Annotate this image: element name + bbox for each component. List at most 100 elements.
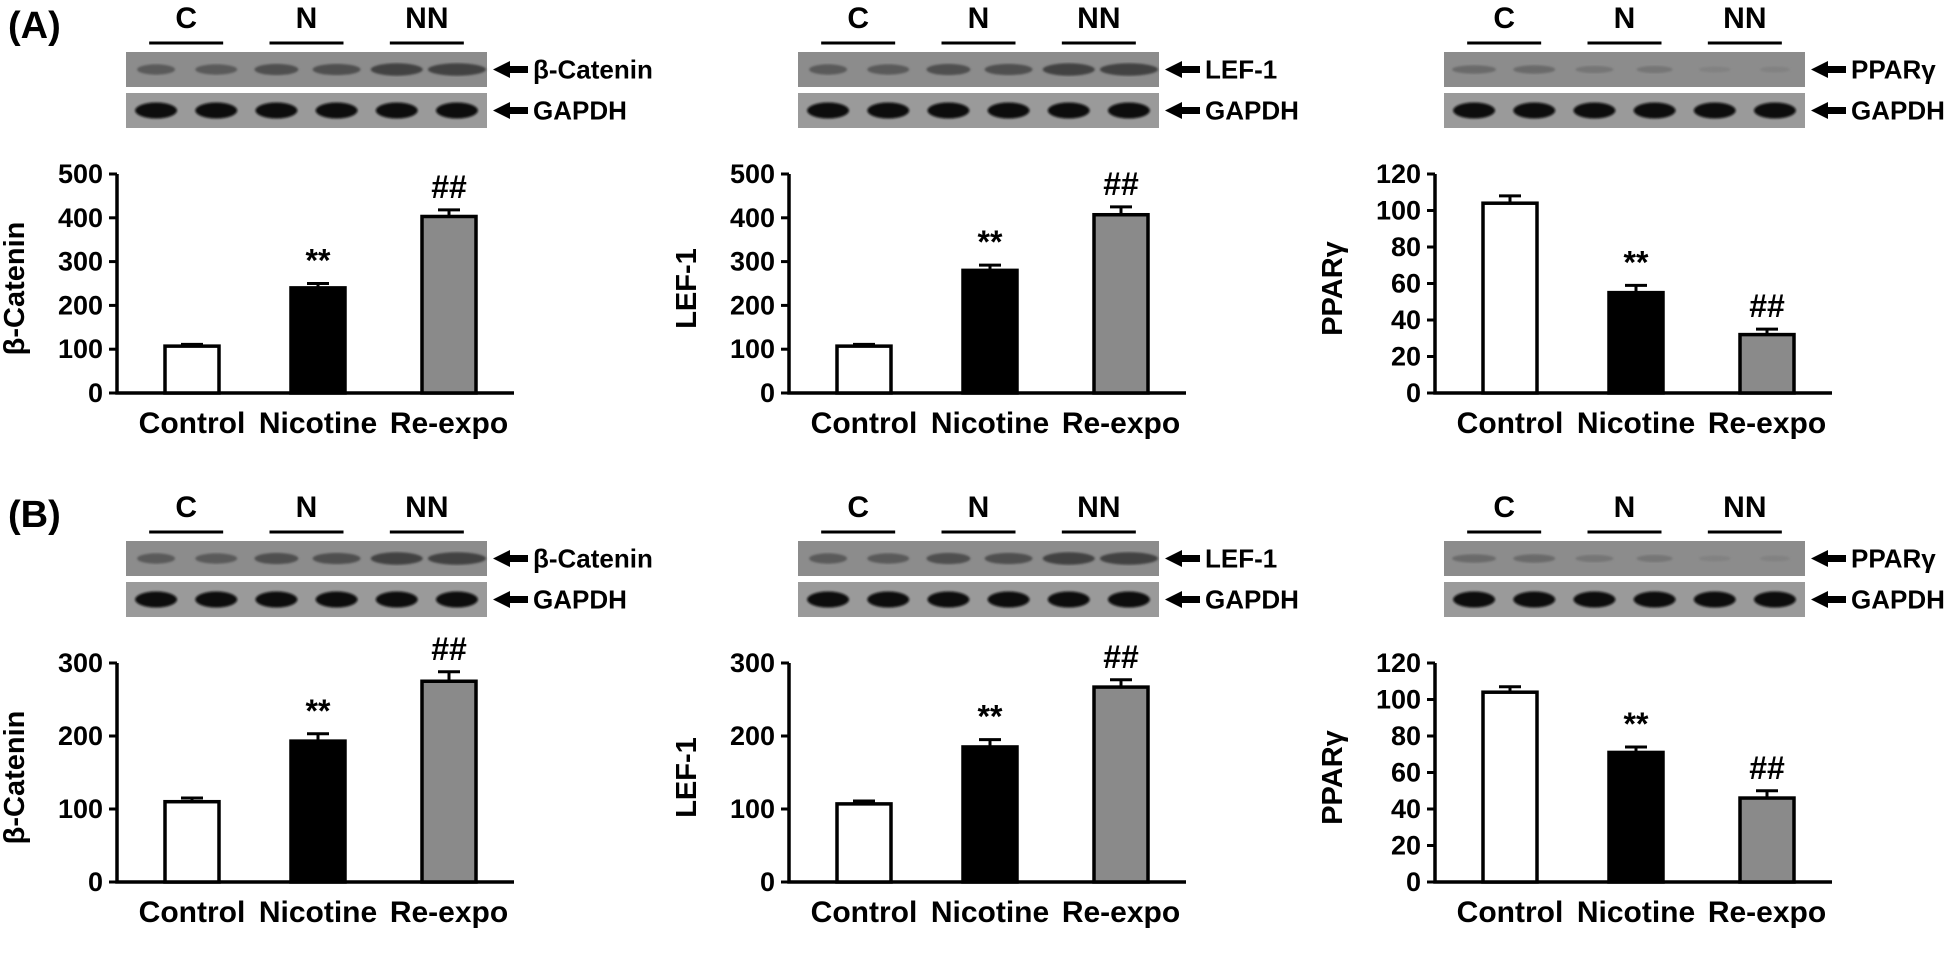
svg-text:200: 200 <box>58 721 103 751</box>
svg-text:##: ## <box>1749 288 1785 324</box>
svg-text:**: ** <box>978 699 1003 735</box>
svg-text:100: 100 <box>58 794 103 824</box>
svg-text:500: 500 <box>730 159 775 189</box>
svg-text:0: 0 <box>88 867 103 897</box>
svg-text:0: 0 <box>88 378 103 408</box>
svg-text:80: 80 <box>1391 721 1421 751</box>
svg-text:Re-expo: Re-expo <box>1708 407 1826 440</box>
svg-text:N: N <box>968 491 990 524</box>
svg-text:Re-expo: Re-expo <box>1708 896 1826 929</box>
svg-text:##: ## <box>431 631 467 667</box>
svg-text:**: ** <box>978 224 1003 260</box>
svg-text:400: 400 <box>730 203 775 233</box>
svg-text:##: ## <box>1749 750 1785 786</box>
svg-text:0: 0 <box>1406 867 1421 897</box>
svg-text:Control: Control <box>1457 896 1564 929</box>
svg-text:β-Catenin: β-Catenin <box>533 55 653 85</box>
svg-text:β-Catenin: β-Catenin <box>533 544 653 574</box>
svg-text:NN: NN <box>1723 2 1766 35</box>
svg-text:N: N <box>296 491 318 524</box>
svg-text:200: 200 <box>730 721 775 751</box>
svg-text:80: 80 <box>1391 232 1421 262</box>
svg-text:Nicotine: Nicotine <box>931 896 1049 929</box>
svg-text:GAPDH: GAPDH <box>1851 96 1945 126</box>
svg-text:**: ** <box>306 693 331 729</box>
svg-text:(B): (B) <box>8 494 61 536</box>
svg-text:100: 100 <box>1376 685 1421 715</box>
svg-text:20: 20 <box>1391 831 1421 861</box>
svg-text:40: 40 <box>1391 794 1421 824</box>
svg-text:β-Catenin: β-Catenin <box>0 222 31 356</box>
svg-text:PPARγ: PPARγ <box>1318 729 1349 824</box>
svg-text:Re-expo: Re-expo <box>1062 896 1180 929</box>
svg-text:GAPDH: GAPDH <box>1851 585 1945 615</box>
svg-text:Control: Control <box>139 896 246 929</box>
svg-text:GAPDH: GAPDH <box>533 96 627 126</box>
svg-text:Control: Control <box>811 896 918 929</box>
svg-text:300: 300 <box>58 247 103 277</box>
svg-text:NN: NN <box>1723 491 1766 524</box>
svg-text:C: C <box>175 2 197 35</box>
svg-text:**: ** <box>1624 706 1649 742</box>
svg-text:40: 40 <box>1391 305 1421 335</box>
svg-text:C: C <box>1493 2 1515 35</box>
svg-text:400: 400 <box>58 203 103 233</box>
svg-text:Nicotine: Nicotine <box>1577 407 1695 440</box>
svg-text:500: 500 <box>58 159 103 189</box>
svg-text:0: 0 <box>1406 378 1421 408</box>
svg-text:LEF-1: LEF-1 <box>672 248 703 329</box>
svg-text:**: ** <box>306 243 331 279</box>
svg-text:NN: NN <box>405 2 448 35</box>
svg-text:N: N <box>296 2 318 35</box>
svg-text:Control: Control <box>1457 407 1564 440</box>
svg-text:(A): (A) <box>8 5 61 47</box>
svg-text:##: ## <box>431 169 467 205</box>
svg-text:N: N <box>1614 2 1636 35</box>
svg-text:C: C <box>847 2 869 35</box>
svg-text:**: ** <box>1624 244 1649 280</box>
svg-text:C: C <box>175 491 197 524</box>
svg-text:Control: Control <box>811 407 918 440</box>
svg-text:0: 0 <box>760 378 775 408</box>
svg-text:Nicotine: Nicotine <box>259 896 377 929</box>
svg-text:GAPDH: GAPDH <box>1205 96 1299 126</box>
svg-text:300: 300 <box>58 648 103 678</box>
svg-text:N: N <box>1614 491 1636 524</box>
svg-text:NN: NN <box>1077 2 1120 35</box>
svg-text:20: 20 <box>1391 342 1421 372</box>
svg-text:120: 120 <box>1376 648 1421 678</box>
svg-text:100: 100 <box>730 794 775 824</box>
svg-text:NN: NN <box>1077 491 1120 524</box>
svg-text:LEF-1: LEF-1 <box>1205 544 1277 574</box>
svg-text:PPARγ: PPARγ <box>1318 240 1349 335</box>
svg-text:60: 60 <box>1391 269 1421 299</box>
svg-text:Control: Control <box>139 407 246 440</box>
svg-text:Nicotine: Nicotine <box>1577 896 1695 929</box>
svg-text:##: ## <box>1103 639 1139 675</box>
svg-text:60: 60 <box>1391 758 1421 788</box>
svg-text:200: 200 <box>58 290 103 320</box>
svg-text:PPARγ: PPARγ <box>1851 55 1936 85</box>
svg-text:LEF-1: LEF-1 <box>1205 55 1277 85</box>
svg-text:C: C <box>847 491 869 524</box>
svg-text:Re-expo: Re-expo <box>1062 407 1180 440</box>
svg-text:Re-expo: Re-expo <box>390 407 508 440</box>
svg-text:##: ## <box>1103 166 1139 202</box>
svg-text:300: 300 <box>730 648 775 678</box>
svg-text:200: 200 <box>730 290 775 320</box>
svg-text:Re-expo: Re-expo <box>390 896 508 929</box>
svg-text:Nicotine: Nicotine <box>259 407 377 440</box>
svg-text:Nicotine: Nicotine <box>931 407 1049 440</box>
svg-text:PPARγ: PPARγ <box>1851 544 1936 574</box>
svg-text:NN: NN <box>405 491 448 524</box>
svg-text:100: 100 <box>58 334 103 364</box>
svg-text:100: 100 <box>1376 196 1421 226</box>
svg-text:N: N <box>968 2 990 35</box>
svg-text:100: 100 <box>730 334 775 364</box>
svg-text:0: 0 <box>760 867 775 897</box>
svg-text:300: 300 <box>730 247 775 277</box>
svg-text:C: C <box>1493 491 1515 524</box>
svg-text:120: 120 <box>1376 159 1421 189</box>
svg-text:GAPDH: GAPDH <box>533 585 627 615</box>
svg-text:GAPDH: GAPDH <box>1205 585 1299 615</box>
